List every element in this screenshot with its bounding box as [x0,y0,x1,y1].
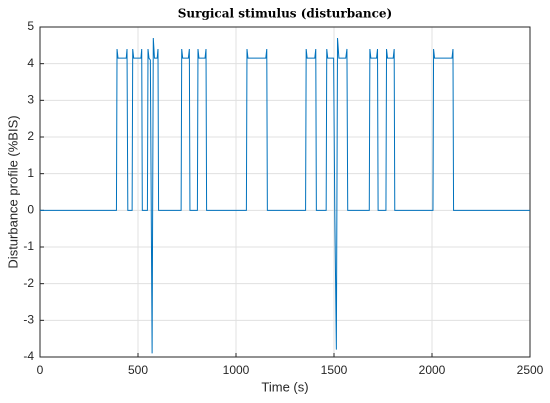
plot-frame [39,26,531,358]
x-tick-label: 2000 [419,363,446,377]
x-tick-label: 2500 [517,363,544,377]
y-tick-label: 5 [27,19,34,33]
x-axis-label: Time (s) [261,379,308,394]
y-tick-label: -3 [23,313,34,327]
y-tick-label: -2 [23,276,34,290]
data-line [40,37,530,354]
y-tick-label: -4 [23,349,34,363]
y-tick-label: 3 [27,93,34,107]
x-tick-label: 1000 [223,363,250,377]
y-tick-label: 1 [27,166,34,180]
y-tick-label: 0 [27,203,34,217]
y-axis-label: Disturbance profile (%BIS) [5,115,20,268]
y-tick-label: 4 [27,56,34,70]
x-tick-label: 0 [37,363,44,377]
plot-area [40,27,530,357]
chart-title: Surgical stimulus (disturbance) [178,7,392,21]
x-tick-label: 500 [128,363,148,377]
y-tick-label: -1 [23,239,34,253]
x-tick-label: 1500 [321,363,348,377]
y-tick-label: 2 [27,129,34,143]
